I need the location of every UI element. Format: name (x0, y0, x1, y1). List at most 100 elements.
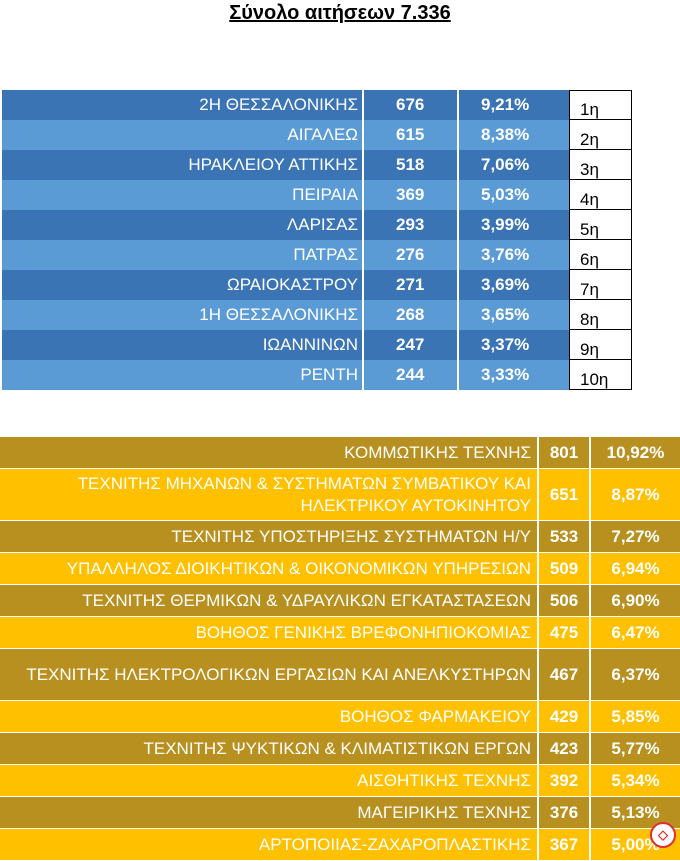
school-name: ΛΑΡΙΣΑΣ (2, 210, 364, 240)
application-percent: 8,38% (459, 120, 569, 150)
application-percent: 6,90% (591, 585, 680, 616)
specialty-name: ΚΟΜΜΩΤΙΚΗΣ ΤΕΧΝΗΣ (0, 437, 539, 468)
school-name: ΠΑΤΡΑΣ (2, 240, 364, 270)
application-percent: 5,34% (591, 765, 680, 796)
table-row: ΡΕΝΤΗ 244 3,33% 10η (2, 360, 632, 390)
application-count: 518 (364, 150, 459, 180)
specialty-name: ΑΡΤΟΠΟΙΙΑΣ-ΖΑΧΑΡΟΠΛΑΣΤΙΚΗΣ (0, 829, 539, 860)
specialty-name: ΒΟΗΘΟΣ ΦΑΡΜΑΚΕΙΟΥ (0, 701, 539, 732)
table-row: ΒΟΗΘΟΣ ΦΑΡΜΑΚΕΙΟΥ 429 5,85% (0, 701, 680, 733)
application-percent: 3,69% (459, 270, 569, 300)
table-row: ΙΩΑΝΝΙΝΩΝ 247 3,37% 9η (2, 330, 632, 360)
table-row: ΑΙΣΘΗΤΙΚΗΣ ΤΕΧΝΗΣ 392 5,34% (0, 765, 680, 797)
table-row: ΤΕΧΝΙΤΗΣ ΜΗΧΑΝΩΝ & ΣΥΣΤΗΜΑΤΩΝ ΣΥΜΒΑΤΙΚΟΥ… (0, 469, 680, 521)
application-count: 247 (364, 330, 459, 360)
application-count: 271 (364, 270, 459, 300)
application-count: 367 (539, 829, 591, 860)
table-row: 1Η ΘΕΣΣΑΛΟΝΙΚΗΣ 268 3,65% 8η (2, 300, 632, 330)
application-percent: 5,85% (591, 701, 680, 732)
application-count: 376 (539, 797, 591, 828)
application-percent: 6,47% (591, 617, 680, 648)
application-count: 533 (539, 521, 591, 552)
table-row: ΠΕΙΡΑΙΑ 369 5,03% 4η (2, 180, 632, 210)
rank-label: 10η (569, 360, 632, 390)
rank-label: 3η (569, 150, 632, 180)
application-percent: 3,37% (459, 330, 569, 360)
table-row: ΛΑΡΙΣΑΣ 293 3,99% 5η (2, 210, 632, 240)
application-count: 423 (539, 733, 591, 764)
specialty-name: ΤΕΧΝΙΤΗΣ ΨΥΚΤΙΚΩΝ & ΚΛΙΜΑΤΙΣΤΙΚΩΝ ΕΡΓΩΝ (0, 733, 539, 764)
application-percent: 10,92% (591, 437, 680, 468)
application-percent: 7,27% (591, 521, 680, 552)
rank-label: 7η (569, 270, 632, 300)
school-name: 2Η ΘΕΣΣΑΛΟΝΙΚΗΣ (2, 90, 364, 120)
rank-label: 8η (569, 300, 632, 330)
table-row: ΤΕΧΝΙΤΗΣ ΨΥΚΤΙΚΩΝ & ΚΛΙΜΑΤΙΣΤΙΚΩΝ ΕΡΓΩΝ 4… (0, 733, 680, 765)
specialty-name: ΤΕΧΝΙΤΗΣ ΜΗΧΑΝΩΝ & ΣΥΣΤΗΜΑΤΩΝ ΣΥΜΒΑΤΙΚΟΥ… (0, 469, 539, 520)
application-percent: 8,87% (591, 469, 680, 520)
application-count: 369 (364, 180, 459, 210)
application-count: 392 (539, 765, 591, 796)
specialty-name: ΒΟΗΘΟΣ ΓΕΝΙΚΗΣ ΒΡΕΦΟΝΗΠΙΟΚΟΜΙΑΣ (0, 617, 539, 648)
specialties-table: ΚΟΜΜΩΤΙΚΗΣ ΤΕΧΝΗΣ 801 10,92% ΤΕΧΝΙΤΗΣ ΜΗΧΑΝ… (0, 437, 680, 861)
school-name: ΗΡΑΚΛΕΙΟΥ ΑΤΤΙΚΗΣ (2, 150, 364, 180)
specialty-name: ΜΑΓΕΙΡΙΚΗΣ ΤΕΧΝΗΣ (0, 797, 539, 828)
table-row: ΑΙΓΑΛΕΩ 615 8,38% 2η (2, 120, 632, 150)
school-name: ΡΕΝΤΗ (2, 360, 364, 390)
school-name: ΠΕΙΡΑΙΑ (2, 180, 364, 210)
rank-label: 1η (569, 90, 632, 120)
application-count: 475 (539, 617, 591, 648)
application-percent: 5,77% (591, 733, 680, 764)
application-count: 676 (364, 90, 459, 120)
table-row: ΑΡΤΟΠΟΙΙΑΣ-ΖΑΧΑΡΟΠΛΑΣΤΙΚΗΣ 367 5,00% (0, 829, 680, 861)
table-row: ΚΟΜΜΩΤΙΚΗΣ ΤΕΧΝΗΣ 801 10,92% (0, 437, 680, 469)
application-percent: 3,99% (459, 210, 569, 240)
specialty-name: ΥΠΑΛΛΗΛΟΣ ΔΙΟΙΚΗΤΙΚΩΝ & ΟΙΚΟΝΟΜΙΚΩΝ ΥΠΗΡ… (0, 553, 539, 584)
application-percent: 9,21% (459, 90, 569, 120)
application-count: 467 (539, 649, 591, 700)
table-row: ΤΕΧΝΙΤΗΣ ΗΛΕΚΤΡΟΛΟΓΙΚΩΝ ΕΡΓΑΣΙΩΝ ΚΑΙ ΑΝΕ… (0, 649, 680, 701)
top-schools-table: 2Η ΘΕΣΣΑΛΟΝΙΚΗΣ 676 9,21% 1η ΑΙΓΑΛΕΩ 615 8,38%… (2, 90, 632, 390)
application-percent: 3,76% (459, 240, 569, 270)
school-name: ΑΙΓΑΛΕΩ (2, 120, 364, 150)
application-percent: 7,06% (459, 150, 569, 180)
application-percent: 3,65% (459, 300, 569, 330)
application-count: 801 (539, 437, 591, 468)
application-percent: 5,13% (591, 797, 680, 828)
table-row: 2Η ΘΕΣΣΑΛΟΝΙΚΗΣ 676 9,21% 1η (2, 90, 632, 120)
application-count: 509 (539, 553, 591, 584)
application-percent: 3,33% (459, 360, 569, 390)
specialty-name: ΑΙΣΘΗΤΙΚΗΣ ΤΕΧΝΗΣ (0, 765, 539, 796)
table-row: ΤΕΧΝΙΤΗΣ ΥΠΟΣΤΗΡΙΞΗΣ ΣΥΣΤΗΜΑΤΩΝ Η/Υ 533 7,… (0, 521, 680, 553)
specialty-name: ΤΕΧΝΙΤΗΣ ΗΛΕΚΤΡΟΛΟΓΙΚΩΝ ΕΡΓΑΣΙΩΝ ΚΑΙ ΑΝΕ… (0, 649, 539, 700)
application-percent: 6,37% (591, 649, 680, 700)
application-count: 268 (364, 300, 459, 330)
table-row: ΜΑΓΕΙΡΙΚΗΣ ΤΕΧΝΗΣ 376 5,13% (0, 797, 680, 829)
school-name: ΙΩΑΝΝΙΝΩΝ (2, 330, 364, 360)
table-row: ΒΟΗΘΟΣ ΓΕΝΙΚΗΣ ΒΡΕΦΟΝΗΠΙΟΚΟΜΙΑΣ 475 6,47% (0, 617, 680, 649)
application-count: 429 (539, 701, 591, 732)
rank-label: 4η (569, 180, 632, 210)
application-count: 276 (364, 240, 459, 270)
specialty-name: ΤΕΧΝΙΤΗΣ ΥΠΟΣΤΗΡΙΞΗΣ ΣΥΣΤΗΜΑΤΩΝ Η/Υ (0, 521, 539, 552)
specialty-name: ΤΕΧΝΙΤΗΣ ΘΕΡΜΙΚΩΝ & ΥΔΡΑΥΛΙΚΩΝ ΕΓΚΑΤΑΣΤΑ… (0, 585, 539, 616)
rank-label: 2η (569, 120, 632, 150)
application-percent: 5,03% (459, 180, 569, 210)
table-row: ΗΡΑΚΛΕΙΟΥ ΑΤΤΙΚΗΣ 518 7,06% 3η (2, 150, 632, 180)
page-title: Σύνολο αιτήσεων 7.336 (229, 2, 451, 24)
school-name: 1Η ΘΕΣΣΑΛΟΝΙΚΗΣ (2, 300, 364, 330)
table-row: ΥΠΑΛΛΗΛΟΣ ΔΙΟΙΚΗΤΙΚΩΝ & ΟΙΚΟΝΟΜΙΚΩΝ ΥΠΗΡ… (0, 553, 680, 585)
table-row: ΤΕΧΝΙΤΗΣ ΘΕΡΜΙΚΩΝ & ΥΔΡΑΥΛΙΚΩΝ ΕΓΚΑΤΑΣΤΑ… (0, 585, 680, 617)
application-count: 293 (364, 210, 459, 240)
school-name: ΩΡΑΙΟΚΑΣΤΡΟΥ (2, 270, 364, 300)
rank-label: 6η (569, 240, 632, 270)
table-row: ΠΑΤΡΑΣ 276 3,76% 6η (2, 240, 632, 270)
site-logo-icon: ◇ (650, 822, 676, 848)
table-row: ΩΡΑΙΟΚΑΣΤΡΟΥ 271 3,69% 7η (2, 270, 632, 300)
application-count: 615 (364, 120, 459, 150)
application-count: 244 (364, 360, 459, 390)
rank-label: 9η (569, 330, 632, 360)
application-count: 651 (539, 469, 591, 520)
rank-label: 5η (569, 210, 632, 240)
application-percent: 6,94% (591, 553, 680, 584)
